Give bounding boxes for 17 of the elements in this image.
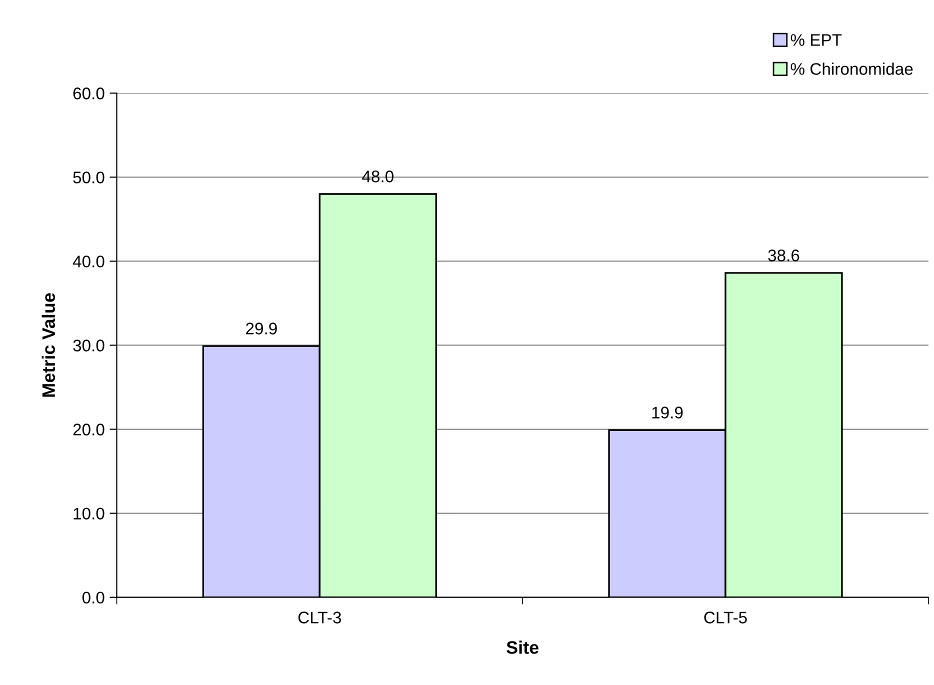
y-tick-label: 60.0: [73, 88, 104, 100]
data-label: 48.0: [362, 170, 394, 182]
legend-label: % EPT: [790, 34, 842, 46]
y-axis-title: Metric Value: [42, 293, 56, 397]
y-tick-label: 50.0: [73, 172, 104, 184]
y-tick-label: 10.0: [74, 508, 104, 520]
legend-label: % Chironomidae: [790, 62, 913, 75]
data-label: 29.9: [246, 322, 277, 334]
x-tick-label: CLT-5: [704, 612, 747, 624]
y-tick-label: 40.0: [72, 256, 104, 268]
x-axis-title: Site: [506, 640, 539, 654]
x-tick-label: CLT-3: [298, 612, 342, 624]
y-tick-label: 30.0: [73, 340, 104, 352]
data-label: 19.9: [652, 406, 683, 418]
data-label: 38.6: [768, 250, 800, 262]
y-tick-label: 0.0: [82, 592, 104, 604]
y-tick-label: 20.0: [73, 424, 104, 436]
